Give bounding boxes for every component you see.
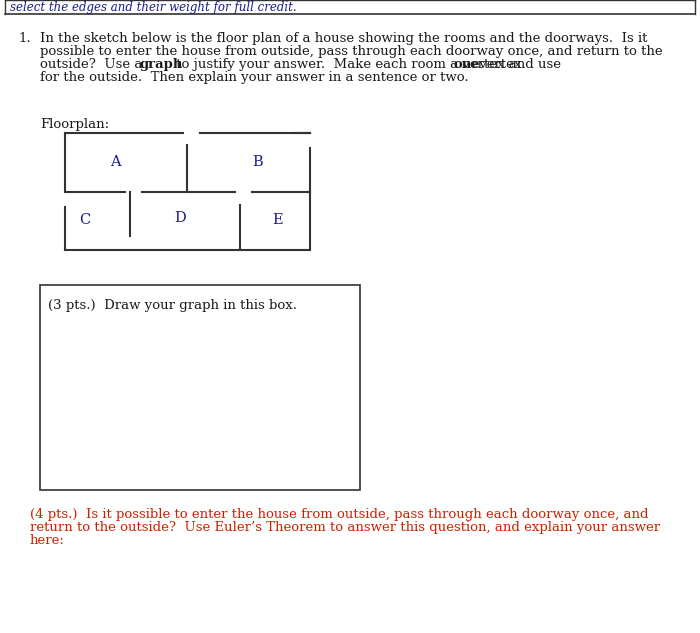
Text: E: E [273,213,284,227]
Text: for the outside.  Then explain your answer in a sentence or two.: for the outside. Then explain your answe… [40,71,468,84]
Text: possible to enter the house from outside, pass through each doorway once, and re: possible to enter the house from outside… [40,45,663,58]
Text: to justify your answer.  Make each room a vertex and use: to justify your answer. Make each room a… [172,58,566,71]
Text: B: B [253,155,263,169]
Text: select the edges and their weight for full credit.: select the edges and their weight for fu… [10,1,297,13]
Text: graph: graph [140,58,183,71]
Text: C: C [79,213,90,227]
Text: 1.: 1. [18,32,31,45]
Text: (4 pts.)  Is it possible to enter the house from outside, pass through each door: (4 pts.) Is it possible to enter the hou… [30,508,648,521]
Text: Floorplan:: Floorplan: [40,118,109,131]
Text: (3 pts.)  Draw your graph in this box.: (3 pts.) Draw your graph in this box. [48,299,297,312]
Text: one: one [454,58,481,71]
Text: A: A [110,155,120,169]
Text: here:: here: [30,534,65,547]
Bar [40,285,360,490]
Text: return to the outside?  Use Euler’s Theorem to answer this question, and explain: return to the outside? Use Euler’s Theor… [30,521,660,534]
Text: vertex: vertex [475,58,522,71]
Text: In the sketch below is the floor plan of a house showing the rooms and the doorw: In the sketch below is the floor plan of… [40,32,648,45]
Text: D: D [174,211,186,225]
Text: outside?  Use a: outside? Use a [40,58,146,71]
